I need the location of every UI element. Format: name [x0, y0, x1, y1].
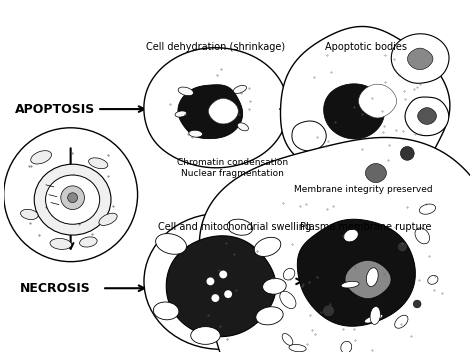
- Polygon shape: [166, 236, 276, 337]
- Ellipse shape: [189, 130, 202, 137]
- Ellipse shape: [256, 307, 283, 325]
- Ellipse shape: [366, 268, 378, 286]
- Ellipse shape: [365, 314, 383, 323]
- Polygon shape: [199, 137, 474, 355]
- Ellipse shape: [80, 237, 97, 247]
- Ellipse shape: [289, 344, 306, 352]
- Ellipse shape: [50, 239, 72, 250]
- Text: APOPTOSIS: APOPTOSIS: [15, 103, 95, 116]
- Ellipse shape: [283, 268, 295, 280]
- Ellipse shape: [263, 278, 286, 294]
- Polygon shape: [144, 48, 288, 168]
- Circle shape: [323, 305, 335, 317]
- Text: Membrane integrity preserved: Membrane integrity preserved: [294, 185, 432, 194]
- Text: Cell and mitochondrial swelling: Cell and mitochondrial swelling: [158, 222, 311, 232]
- Ellipse shape: [282, 333, 293, 345]
- Ellipse shape: [233, 86, 246, 93]
- Polygon shape: [178, 85, 243, 139]
- Ellipse shape: [254, 237, 281, 256]
- Polygon shape: [405, 97, 449, 136]
- Ellipse shape: [237, 123, 248, 131]
- Ellipse shape: [175, 111, 187, 117]
- Text: Plasma membrane rupture: Plasma membrane rupture: [300, 222, 432, 232]
- Ellipse shape: [341, 341, 352, 353]
- Ellipse shape: [341, 281, 359, 288]
- Polygon shape: [345, 261, 391, 299]
- Ellipse shape: [178, 87, 193, 96]
- Polygon shape: [418, 108, 437, 124]
- Ellipse shape: [155, 234, 186, 254]
- Ellipse shape: [89, 158, 108, 169]
- Polygon shape: [292, 121, 326, 151]
- Ellipse shape: [191, 327, 220, 344]
- Ellipse shape: [280, 291, 296, 308]
- Polygon shape: [408, 48, 433, 70]
- Text: Apoptotic bodies: Apoptotic bodies: [325, 42, 407, 52]
- Circle shape: [413, 300, 421, 308]
- Ellipse shape: [227, 219, 253, 235]
- Ellipse shape: [344, 229, 358, 242]
- Polygon shape: [209, 98, 238, 124]
- Ellipse shape: [99, 213, 117, 225]
- Circle shape: [398, 242, 407, 252]
- Polygon shape: [297, 219, 415, 326]
- Text: Chromatin condensation
Nuclear fragmentation: Chromatin condensation Nuclear fragmenta…: [176, 158, 288, 178]
- Circle shape: [211, 294, 219, 302]
- Polygon shape: [350, 152, 402, 195]
- Circle shape: [4, 128, 137, 262]
- Polygon shape: [392, 34, 449, 83]
- Polygon shape: [358, 84, 397, 118]
- Ellipse shape: [20, 209, 38, 219]
- Ellipse shape: [144, 213, 297, 349]
- Circle shape: [207, 277, 214, 285]
- Ellipse shape: [31, 151, 52, 164]
- Circle shape: [224, 290, 232, 298]
- Circle shape: [219, 271, 227, 278]
- Ellipse shape: [370, 306, 381, 324]
- Text: NECROSIS: NECROSIS: [19, 282, 90, 295]
- Ellipse shape: [154, 302, 179, 320]
- Circle shape: [61, 186, 84, 209]
- Ellipse shape: [415, 228, 429, 244]
- Ellipse shape: [395, 315, 408, 328]
- Ellipse shape: [34, 164, 111, 235]
- Circle shape: [401, 147, 414, 160]
- Ellipse shape: [419, 204, 436, 214]
- Polygon shape: [281, 27, 450, 184]
- Ellipse shape: [428, 275, 438, 284]
- Ellipse shape: [46, 175, 100, 224]
- Polygon shape: [365, 164, 386, 182]
- Polygon shape: [324, 84, 385, 139]
- Circle shape: [68, 193, 78, 203]
- Text: Cell dehydration (shrinkage): Cell dehydration (shrinkage): [146, 42, 285, 52]
